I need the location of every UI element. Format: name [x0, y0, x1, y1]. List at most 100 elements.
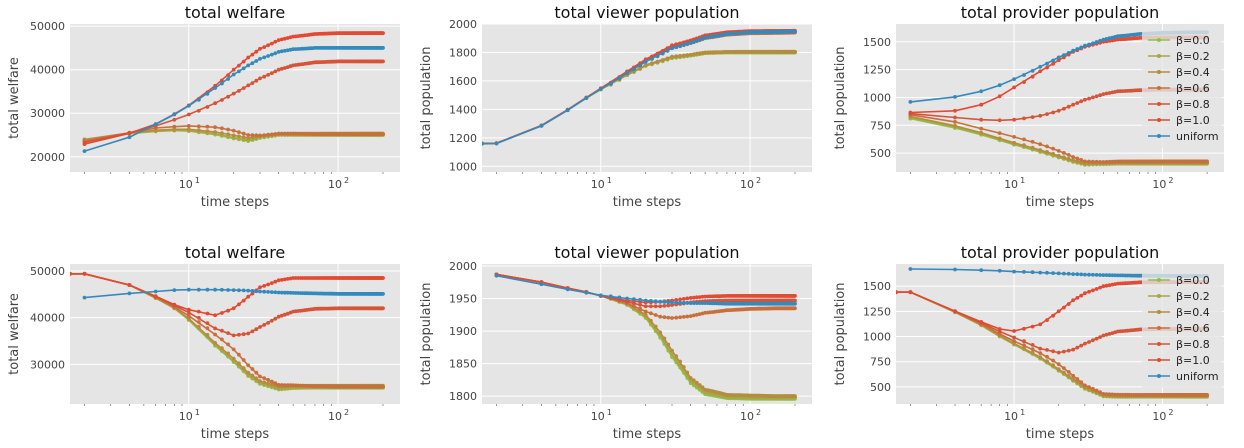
- data-point: [703, 301, 707, 305]
- data-point: [196, 309, 201, 314]
- data-point: [82, 149, 87, 154]
- data-point: [196, 128, 201, 133]
- data-point: [237, 361, 241, 366]
- data-point: [381, 46, 385, 50]
- data-point: [685, 301, 690, 305]
- data-point: [1038, 351, 1043, 355]
- data-point: [262, 45, 267, 49]
- chart-title: total viewer population: [554, 243, 739, 262]
- data-point: [231, 356, 236, 361]
- data-point: [262, 74, 267, 79]
- data-point: [1079, 343, 1084, 348]
- data-point: [658, 314, 663, 319]
- data-point: [1030, 115, 1035, 119]
- data-point: [237, 89, 241, 93]
- data-point: [1051, 358, 1055, 363]
- data-point: [685, 42, 690, 46]
- data-point: [1098, 38, 1102, 43]
- y-tick-label: 1600: [449, 75, 477, 88]
- data-point: [1012, 335, 1016, 340]
- y-axis-label: total population: [419, 46, 434, 149]
- data-point: [241, 366, 246, 370]
- legend-label-b10: β=1.0: [1176, 354, 1210, 367]
- data-point: [276, 314, 281, 319]
- data-point: [1107, 332, 1112, 336]
- data-point: [381, 306, 385, 311]
- data-point: [979, 102, 984, 107]
- data-point: [276, 38, 281, 42]
- series-group: [494, 272, 797, 401]
- data-point: [697, 383, 702, 387]
- data-point: [282, 131, 287, 136]
- data-point: [1091, 272, 1095, 277]
- data-point: [258, 374, 262, 379]
- data-point: [662, 304, 667, 308]
- data-point: [1056, 362, 1061, 367]
- data-point: [269, 52, 274, 57]
- data-point: [908, 100, 913, 104]
- chart-title: total provider population: [961, 3, 1160, 22]
- data-point: [205, 311, 210, 316]
- data-point: [226, 342, 231, 347]
- data-point: [241, 135, 246, 140]
- x-tick-label: 10: [591, 178, 605, 191]
- legend-label-b06: β=0.6: [1176, 82, 1210, 95]
- data-point: [226, 132, 231, 137]
- data-point: [220, 126, 224, 131]
- data-point: [660, 51, 665, 56]
- data-point: [681, 297, 686, 301]
- data-point: [681, 365, 686, 369]
- data-point: [1030, 145, 1035, 150]
- data-point: [273, 39, 278, 44]
- data-point: [691, 295, 696, 300]
- data-point: [643, 59, 648, 64]
- data-point: [172, 124, 177, 129]
- data-point: [220, 81, 224, 86]
- data-point: [241, 66, 246, 71]
- y-tick-label: 1850: [449, 358, 477, 371]
- data-point: [213, 313, 218, 318]
- data-point: [226, 308, 231, 313]
- data-point: [1045, 348, 1049, 352]
- data-point: [285, 290, 290, 295]
- data-point: [1045, 359, 1049, 364]
- data-point: [953, 120, 957, 124]
- legend-label-b02: β=0.2: [1176, 50, 1210, 63]
- data-point: [670, 348, 674, 353]
- data-point: [231, 67, 236, 72]
- data-point: [655, 59, 660, 64]
- data-point: [213, 101, 218, 106]
- data-point: [997, 327, 1002, 331]
- y-tick-label: 1000: [449, 160, 477, 173]
- data-point: [266, 73, 270, 77]
- data-point: [246, 363, 251, 368]
- data-point: [674, 45, 679, 49]
- data-point: [276, 290, 281, 295]
- data-point: [250, 52, 255, 57]
- data-point: [1094, 159, 1099, 164]
- data-point: [494, 141, 499, 146]
- data-point: [241, 59, 246, 64]
- y-tick-label: 1000: [863, 91, 891, 104]
- legend-marker: [1157, 70, 1161, 74]
- data-point: [269, 290, 274, 294]
- plot-area: [482, 264, 812, 404]
- data-point: [153, 122, 158, 126]
- data-point: [1071, 298, 1075, 303]
- data-point: [1045, 150, 1049, 154]
- data-point: [1107, 39, 1112, 43]
- data-point: [793, 29, 797, 34]
- data-point: [1079, 99, 1084, 104]
- data-point: [700, 385, 705, 390]
- data-point: [1022, 270, 1026, 274]
- data-point: [632, 67, 636, 72]
- data-point: [231, 347, 236, 352]
- data-point: [632, 297, 636, 302]
- data-point: [381, 31, 385, 35]
- data-point: [1094, 287, 1099, 291]
- x-tick-exponent: 2: [344, 176, 349, 185]
- data-point: [979, 130, 984, 135]
- data-point: [237, 332, 241, 337]
- y-tick-label: 500: [870, 381, 891, 394]
- x-tick-exponent: 2: [756, 176, 761, 185]
